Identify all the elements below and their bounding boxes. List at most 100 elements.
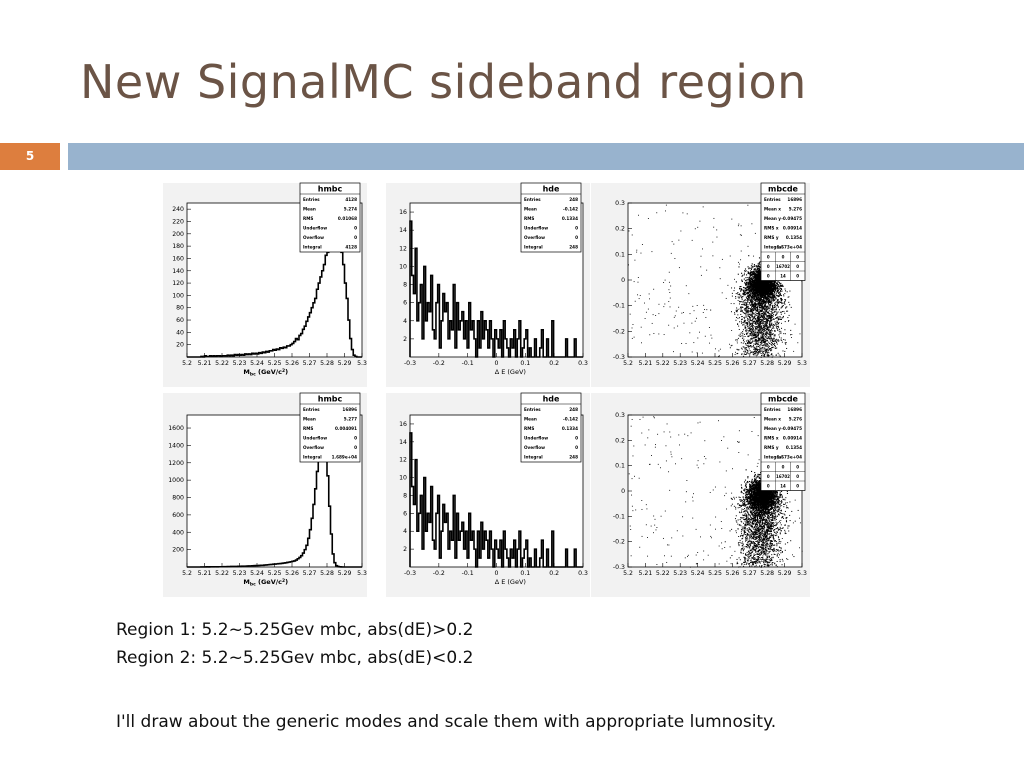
scatter-point <box>768 337 770 339</box>
stats-box <box>299 182 361 253</box>
scatter-point <box>779 301 781 303</box>
scatter-point <box>786 347 788 349</box>
scatter-point <box>761 316 763 318</box>
scatter-point <box>775 324 777 326</box>
scatter-point <box>746 321 748 323</box>
scatter-point <box>779 316 781 318</box>
scatter-point <box>736 340 738 342</box>
scatter-point <box>740 313 742 315</box>
scatter-point <box>739 293 741 295</box>
scatter-point <box>766 332 768 334</box>
scatter-point <box>748 299 750 301</box>
scatter-point <box>757 267 759 270</box>
scatter-point <box>705 316 707 318</box>
scatter-point <box>781 290 783 292</box>
scatter-point <box>766 350 768 352</box>
scatter-point <box>761 309 763 311</box>
scatter-point <box>768 310 770 312</box>
scatter-point <box>781 327 783 329</box>
scatter-point <box>776 302 778 304</box>
scatter-point <box>763 355 765 357</box>
scatter-point <box>755 270 757 272</box>
scatter-point <box>751 346 753 348</box>
scatter-point <box>778 285 780 287</box>
y-tick-label: 60 <box>176 317 184 324</box>
scatter-point <box>769 288 771 290</box>
scatter-point <box>781 306 783 308</box>
scatter-point <box>773 296 775 298</box>
scatter-point <box>760 307 762 309</box>
scatter-point <box>753 271 755 274</box>
scatter-point <box>736 307 738 309</box>
scatter-point <box>760 283 762 285</box>
scatter-point <box>747 341 749 343</box>
scatter-point <box>757 321 759 323</box>
scatter-point <box>755 325 757 327</box>
scatter-point <box>757 291 759 293</box>
scatter-point <box>775 293 777 295</box>
scatter-point <box>747 283 749 285</box>
scatter-point <box>760 328 762 330</box>
scatter-point <box>771 320 773 322</box>
scatter-point <box>768 329 770 331</box>
scatter-point <box>757 319 759 321</box>
scatter-point <box>751 279 753 281</box>
y-tick-label: 240 <box>172 206 184 213</box>
scatter-point <box>753 289 755 291</box>
scatter-point <box>748 281 750 283</box>
scatter-point <box>752 287 754 289</box>
scatter-point <box>756 304 758 306</box>
scatter-point <box>742 346 744 348</box>
scatter-point <box>762 345 764 347</box>
scatter-point <box>741 337 743 339</box>
scatter-point <box>755 275 757 277</box>
scatter-point <box>768 327 770 329</box>
scatter-point <box>756 345 758 347</box>
scatter-point <box>773 327 775 329</box>
scatter-point <box>753 334 755 336</box>
scatter-point <box>746 342 748 344</box>
scatter-point <box>762 336 764 338</box>
scatter-point <box>761 290 763 292</box>
scatter-point <box>777 295 779 297</box>
scatter-point <box>758 309 760 311</box>
scatter-point <box>784 303 786 305</box>
scatter-point <box>771 343 773 345</box>
scatter-point <box>762 338 764 340</box>
scatter-point <box>760 343 762 345</box>
scatter-point <box>759 307 761 309</box>
y-tick-label: 40 <box>176 329 184 336</box>
scatter-point <box>747 332 749 334</box>
scatter-point <box>757 322 759 324</box>
scatter-point <box>763 325 765 327</box>
scatter-point <box>761 340 763 342</box>
scatter-point <box>767 285 769 287</box>
scatter-point <box>747 305 749 307</box>
scatter-point <box>742 332 744 334</box>
scatter-point <box>769 333 771 335</box>
scatter-point <box>748 299 750 301</box>
scatter-point <box>759 298 761 300</box>
scatter-point <box>744 301 746 303</box>
scatter-point <box>756 320 758 322</box>
scatter-point <box>769 332 771 334</box>
scatter-point <box>750 293 752 295</box>
scatter-point <box>762 322 764 324</box>
scatter-point <box>747 311 749 313</box>
scatter-point <box>772 285 774 287</box>
scatter-point <box>754 280 756 282</box>
scatter-point <box>701 352 703 354</box>
scatter-point <box>760 284 763 286</box>
scatter-point <box>777 299 779 301</box>
scatter-point <box>760 356 762 358</box>
scatter-point <box>750 343 752 345</box>
scatter-point <box>768 341 770 343</box>
scatter-point <box>765 352 767 354</box>
scatter-point <box>761 283 763 285</box>
scatter-point <box>737 294 739 296</box>
scatter-point <box>754 302 756 304</box>
scatter-point <box>768 347 770 349</box>
scatter-point <box>763 299 765 301</box>
scatter-point <box>753 274 755 276</box>
scatter-point <box>749 290 751 292</box>
